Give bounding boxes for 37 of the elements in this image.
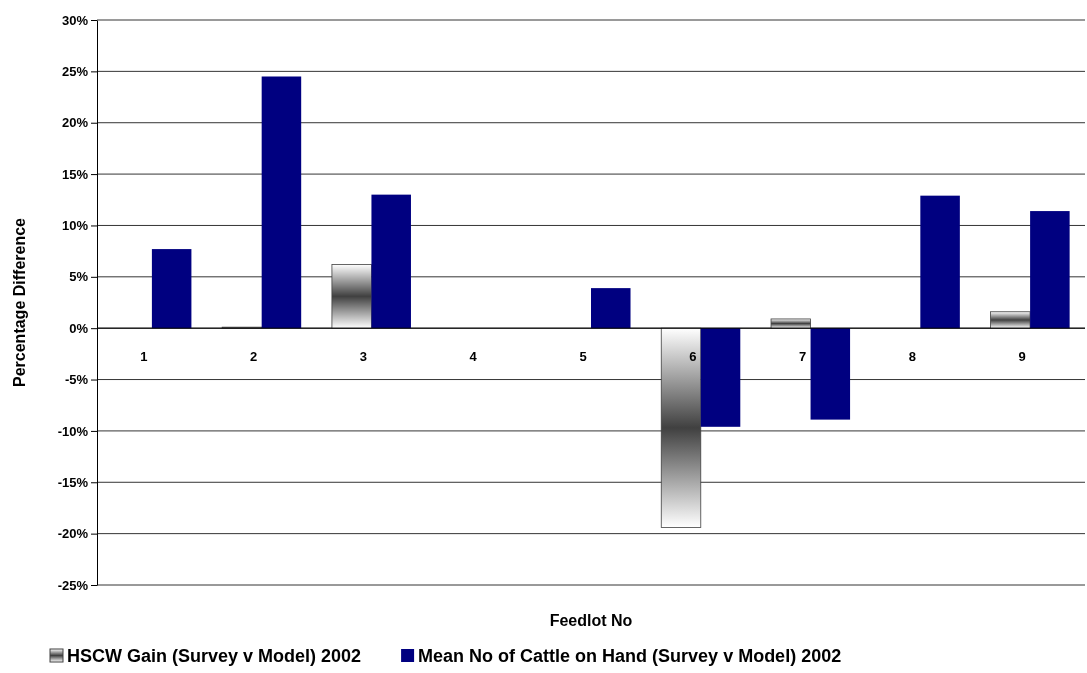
- x-tick-label: 7: [798, 349, 807, 365]
- x-tick-label: 1: [140, 349, 148, 365]
- x-tick-label: 6: [689, 349, 697, 365]
- y-tick-label: -10%: [57, 423, 89, 439]
- bar: [700, 328, 741, 427]
- y-tick-label: 20%: [61, 115, 89, 131]
- y-tick-label: 30%: [61, 12, 89, 28]
- bar: [1030, 211, 1070, 329]
- y-axis-title: Percentage Difference: [11, 217, 28, 387]
- bar: [660, 327, 702, 528]
- bar: [261, 76, 302, 329]
- y-tick-label: -25%: [57, 577, 89, 593]
- x-tick-label: 2: [250, 349, 258, 365]
- y-tick-label: -15%: [57, 474, 89, 490]
- legend-label: HSCW Gain (Survey v Model) 2002: [67, 646, 362, 666]
- y-tick-label: 15%: [61, 166, 89, 182]
- bar: [151, 249, 192, 329]
- x-tick-label: 5: [579, 349, 587, 365]
- x-tick-label: 9: [1018, 349, 1026, 365]
- bar: [990, 311, 1031, 329]
- x-tick-label: 4: [469, 349, 478, 365]
- bar: [331, 264, 372, 329]
- y-tick-label: 5%: [69, 269, 89, 285]
- x-tick-label: 8: [908, 349, 916, 365]
- y-tick-label: 10%: [61, 218, 89, 234]
- bar: [371, 194, 411, 329]
- bar: [810, 328, 851, 420]
- y-tick-label: 0%: [69, 320, 89, 336]
- y-tick-label: 25%: [61, 64, 89, 80]
- bar: [591, 288, 631, 329]
- legend-label: Mean No of Cattle on Hand (Survey v Model) 2002: [418, 646, 842, 666]
- x-tick-label: 3: [359, 349, 368, 365]
- bar: [920, 195, 960, 329]
- y-tick-label: -5%: [64, 372, 89, 388]
- x-axis-title: Feedlot No: [549, 612, 633, 629]
- bar: [770, 318, 811, 329]
- y-tick-label: -20%: [57, 526, 89, 542]
